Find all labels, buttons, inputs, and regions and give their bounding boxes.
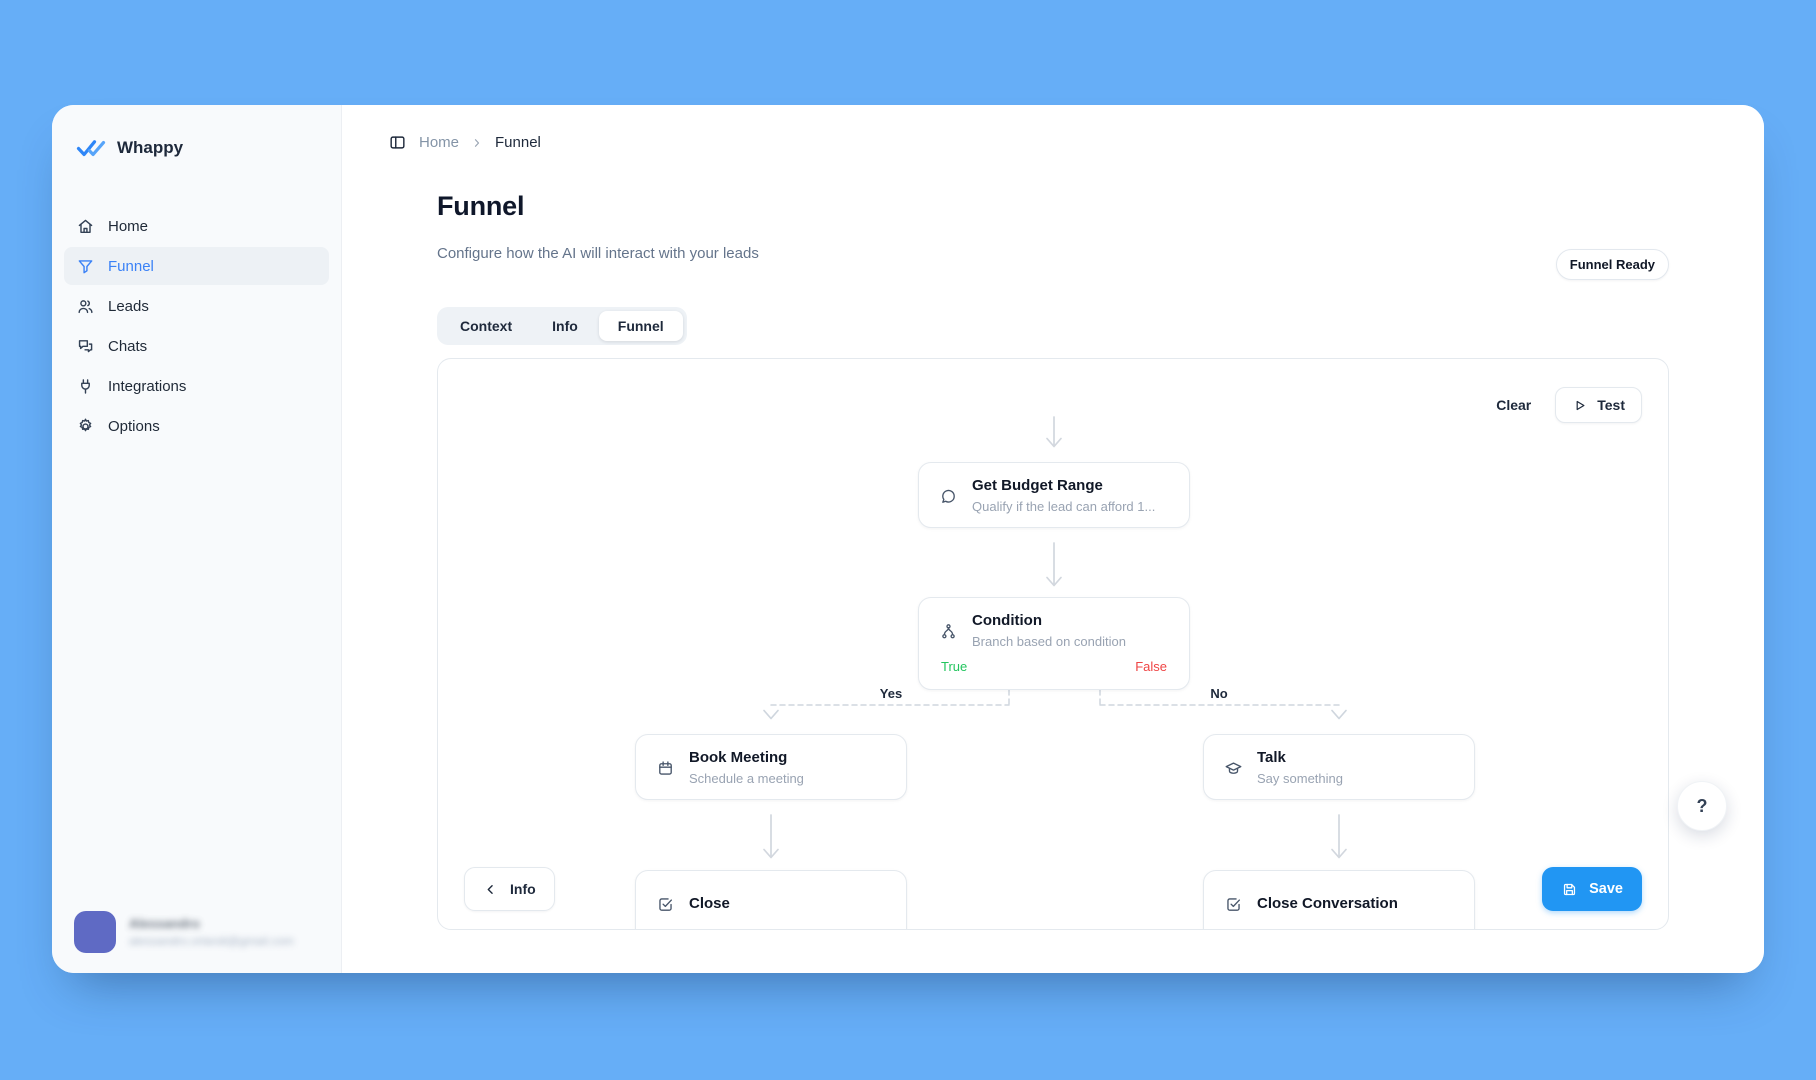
save-button[interactable]: Save xyxy=(1542,867,1642,911)
info-back-button[interactable]: Info xyxy=(464,867,555,911)
clear-button[interactable]: Clear xyxy=(1496,397,1532,413)
chevron-left-icon xyxy=(483,882,498,897)
play-icon xyxy=(1572,398,1587,413)
node-close[interactable]: Close xyxy=(635,870,907,929)
sidebar-item-leads[interactable]: Leads xyxy=(64,287,329,325)
test-button-label: Test xyxy=(1597,397,1625,413)
user-meta: Alessandro alessandro.orlandi@gmail.com xyxy=(129,916,294,948)
condition-false-label[interactable]: False xyxy=(1135,659,1167,674)
node-subtitle: Branch based on condition xyxy=(972,634,1126,649)
calendar-icon xyxy=(656,759,675,778)
flow-canvas[interactable]: Clear Test xyxy=(437,358,1669,930)
sidebar-item-home[interactable]: Home xyxy=(64,207,329,245)
canvas-toolbar: Clear Test xyxy=(1496,387,1642,423)
tab-funnel[interactable]: Funnel xyxy=(598,311,683,341)
sidebar-nav: Home Funnel xyxy=(52,207,341,445)
tab-info[interactable]: Info xyxy=(552,318,578,334)
edge-label-no: No xyxy=(1210,686,1228,701)
home-icon xyxy=(76,217,95,236)
user-profile[interactable]: Alessandro alessandro.orlandi@gmail.com xyxy=(52,893,341,973)
brand-name: Whappy xyxy=(117,138,184,157)
node-close-conversation[interactable]: Close Conversation xyxy=(1203,870,1475,929)
node-condition[interactable]: Condition Branch based on condition True… xyxy=(918,597,1190,690)
breadcrumb-home[interactable]: Home xyxy=(419,134,460,151)
node-subtitle: Say something xyxy=(1257,771,1343,786)
user-email: alessandro.orlandi@gmail.com xyxy=(129,934,294,948)
node-title: Talk xyxy=(1257,749,1286,766)
sidebar-item-label: Funnel xyxy=(108,257,154,275)
tab-context[interactable]: Context xyxy=(460,318,513,334)
sidebar-item-options[interactable]: Options xyxy=(64,407,329,445)
node-title: Close xyxy=(689,895,730,912)
sidebar-item-label: Chats xyxy=(108,337,148,355)
graduation-cap-icon xyxy=(1224,759,1243,778)
node-get-budget-range[interactable]: Get Budget Range Qualify if the lead can… xyxy=(918,462,1190,528)
sidebar-item-funnel[interactable]: Funnel xyxy=(64,247,329,285)
node-talk[interactable]: Talk Say something xyxy=(1203,734,1475,800)
sidebar-item-integrations[interactable]: Integrations xyxy=(64,367,329,405)
brand: Whappy xyxy=(52,131,341,165)
chat-bubble-icon xyxy=(939,487,958,506)
node-book-meeting[interactable]: Book Meeting Schedule a meeting xyxy=(635,734,907,800)
info-button-label: Info xyxy=(510,881,536,897)
check-square-icon xyxy=(656,895,675,914)
edge-label-yes: Yes xyxy=(879,686,903,701)
sidebar: Whappy Home xyxy=(52,105,342,973)
sidebar-item-chats[interactable]: Chats xyxy=(64,327,329,365)
help-button[interactable]: ? xyxy=(1677,781,1727,831)
sidebar-item-label: Integrations xyxy=(108,377,187,395)
help-button-label: ? xyxy=(1696,795,1708,816)
users-icon xyxy=(76,297,95,316)
gear-icon xyxy=(76,417,95,436)
page-content: Funnel Configure how the AI will interac… xyxy=(437,105,1669,973)
app-window: Whappy Home xyxy=(52,105,1764,973)
node-subtitle: Schedule a meeting xyxy=(689,771,804,786)
page-subtitle: Configure how the AI will interact with … xyxy=(437,245,759,262)
condition-outputs: True False xyxy=(939,659,1169,676)
node-title: Close Conversation xyxy=(1257,895,1398,912)
avatar xyxy=(74,911,116,953)
chats-icon xyxy=(76,337,95,356)
breadcrumb-current: Funnel xyxy=(495,134,541,151)
plug-icon xyxy=(76,377,95,396)
main-area: Home Funnel Funnel Configure how the AI … xyxy=(342,105,1764,973)
check-square-icon xyxy=(1224,895,1243,914)
save-button-label: Save xyxy=(1589,881,1623,897)
sidebar-toggle-icon[interactable] xyxy=(388,133,407,152)
node-subtitle: Qualify if the lead can afford 1... xyxy=(972,499,1156,514)
user-name: Alessandro xyxy=(129,916,200,931)
breadcrumb: Home Funnel xyxy=(388,133,541,152)
page-title: Funnel xyxy=(437,191,525,221)
funnel-icon xyxy=(76,257,95,276)
node-title: Get Budget Range xyxy=(972,477,1103,494)
condition-true-label[interactable]: True xyxy=(941,659,968,674)
whappy-logo-icon xyxy=(76,135,106,161)
node-title: Book Meeting xyxy=(689,749,788,766)
chevron-right-icon xyxy=(471,137,483,149)
sidebar-item-label: Leads xyxy=(108,297,149,315)
sidebar-item-label: Options xyxy=(108,417,160,435)
status-badge: Funnel Ready xyxy=(1555,249,1669,280)
tab-bar: Context Info Funnel xyxy=(437,307,687,345)
test-button[interactable]: Test xyxy=(1555,387,1642,423)
node-title: Condition xyxy=(972,612,1042,629)
save-icon xyxy=(1561,881,1578,898)
git-branch-icon xyxy=(939,622,958,641)
sidebar-item-label: Home xyxy=(108,217,149,235)
